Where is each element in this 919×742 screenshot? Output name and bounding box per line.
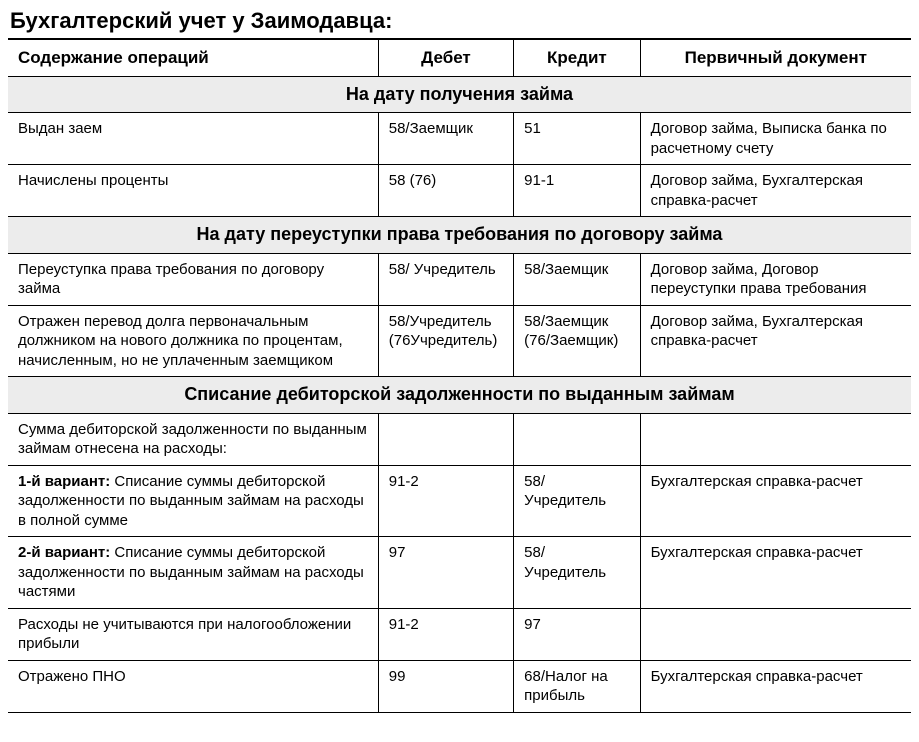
page-title: Бухгалтерский учет у Заимодавца: bbox=[10, 8, 911, 34]
cell-document: Бухгалтерская справка-расчет bbox=[640, 537, 911, 609]
table-row: Расходы не учитываются при налогообложен… bbox=[8, 608, 911, 660]
cell-document: Договор займа, Выписка банка по расчетно… bbox=[640, 113, 911, 165]
table-row: Сумма дебиторской задолженности по выдан… bbox=[8, 413, 911, 465]
cell-debit: 58/Заемщик bbox=[378, 113, 513, 165]
cell-operation: Выдан заем bbox=[8, 113, 378, 165]
table-row: Переуступка права требования по договору… bbox=[8, 253, 911, 305]
cell-debit: 91-2 bbox=[378, 608, 513, 660]
cell-credit: 58/ Учредитель bbox=[514, 465, 640, 537]
table-row: 2-й вариант: Списание суммы дебиторской … bbox=[8, 537, 911, 609]
col-header-operation: Содержание операций bbox=[8, 39, 378, 77]
cell-operation: 1-й вариант: Списание суммы дебиторской … bbox=[8, 465, 378, 537]
table-section-header: На дату получения займа bbox=[8, 77, 911, 113]
table-row: 1-й вариант: Списание суммы дебиторской … bbox=[8, 465, 911, 537]
table-body: На дату получения займаВыдан заем58/Заем… bbox=[8, 77, 911, 713]
cell-document: Договор займа, Договор переуступки права… bbox=[640, 253, 911, 305]
cell-credit: 91-1 bbox=[514, 165, 640, 217]
cell-operation: Расходы не учитываются при налогообложен… bbox=[8, 608, 378, 660]
section-label: На дату получения займа bbox=[8, 77, 911, 113]
cell-debit: 91-2 bbox=[378, 465, 513, 537]
section-label: На дату переуступки права требования по … bbox=[8, 217, 911, 253]
table-row: Начислены проценты58 (76)91-1Договор зай… bbox=[8, 165, 911, 217]
cell-credit: 68/Налог на прибыль bbox=[514, 660, 640, 712]
accounting-table: Содержание операций Дебет Кредит Первичн… bbox=[8, 38, 911, 713]
cell-operation: Отражен перевод долга первоначальным дол… bbox=[8, 305, 378, 377]
cell-document: Бухгалтерская справка-расчет bbox=[640, 465, 911, 537]
table-section-header: На дату переуступки права требования по … bbox=[8, 217, 911, 253]
cell-operation: Сумма дебиторской задолженности по выдан… bbox=[8, 413, 378, 465]
cell-debit: 97 bbox=[378, 537, 513, 609]
cell-debit: 58/ Учредитель bbox=[378, 253, 513, 305]
table-row: Выдан заем58/Заемщик51Договор займа, Вып… bbox=[8, 113, 911, 165]
cell-credit: 97 bbox=[514, 608, 640, 660]
cell-document bbox=[640, 608, 911, 660]
cell-credit: 51 bbox=[514, 113, 640, 165]
cell-debit: 99 bbox=[378, 660, 513, 712]
cell-operation: 2-й вариант: Списание суммы дебиторской … bbox=[8, 537, 378, 609]
table-row: Отражен перевод долга первоначальным дол… bbox=[8, 305, 911, 377]
cell-debit: 58/Учредитель (76Учредитель) bbox=[378, 305, 513, 377]
cell-credit: 58/ Учредитель bbox=[514, 537, 640, 609]
section-label: Списание дебиторской задолженности по вы… bbox=[8, 377, 911, 413]
table-row: Отражено ПНО9968/Налог на прибыльБухгалт… bbox=[8, 660, 911, 712]
table-header-row: Содержание операций Дебет Кредит Первичн… bbox=[8, 39, 911, 77]
cell-document: Договор займа, Бухгалтерская справка-рас… bbox=[640, 305, 911, 377]
col-header-debit: Дебет bbox=[378, 39, 513, 77]
col-header-document: Первичный документ bbox=[640, 39, 911, 77]
cell-operation: Переуступка права требования по договору… bbox=[8, 253, 378, 305]
cell-credit: 58/Заемщик bbox=[514, 253, 640, 305]
cell-debit: 58 (76) bbox=[378, 165, 513, 217]
cell-document: Бухгалтерская справка-расчет bbox=[640, 660, 911, 712]
cell-credit: 58/Заемщик (76/Заемщик) bbox=[514, 305, 640, 377]
col-header-credit: Кредит bbox=[514, 39, 640, 77]
cell-operation: Отражено ПНО bbox=[8, 660, 378, 712]
cell-debit bbox=[378, 413, 513, 465]
cell-document bbox=[640, 413, 911, 465]
cell-document: Договор займа, Бухгалтерская справка-рас… bbox=[640, 165, 911, 217]
cell-operation: Начислены проценты bbox=[8, 165, 378, 217]
table-section-header: Списание дебиторской задолженности по вы… bbox=[8, 377, 911, 413]
cell-credit bbox=[514, 413, 640, 465]
